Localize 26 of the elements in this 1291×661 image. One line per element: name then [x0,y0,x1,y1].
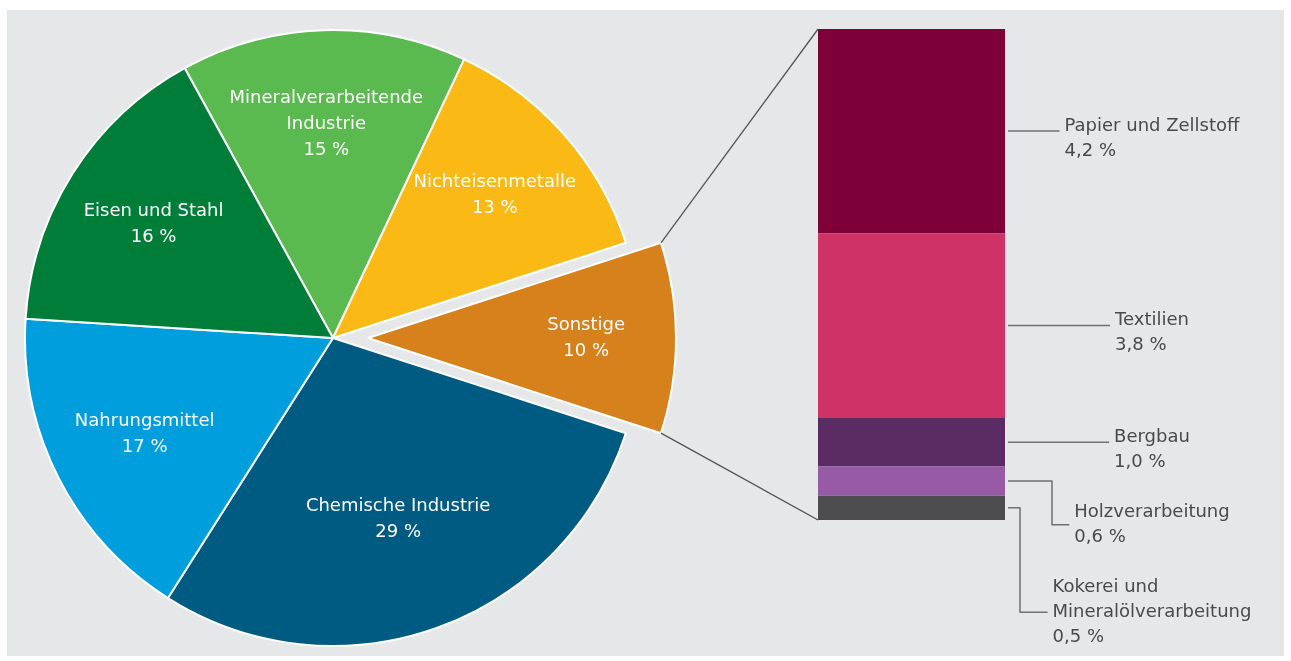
slice-label: Sonstige [547,312,626,334]
slice-label: Nahrungsmittel [74,408,215,430]
slice-label: Eisen und Stahl [83,198,224,220]
slice-label: Nichteisenmetalle [413,170,577,192]
data-label: 15 % [303,138,350,160]
slice-label: Mineralverarbeitende Industrie [229,86,424,134]
data-label: 29 % [375,519,422,541]
data-label: 3,8 % [1115,333,1167,355]
data-label: 0,5 % [1052,624,1105,646]
bar [818,29,1005,234]
text: Textilien [1114,308,1189,330]
text: Papier und Zellstoff [1064,113,1241,135]
bar [818,233,1005,418]
bar [818,417,1005,467]
data-label: 0,6 % [1074,524,1126,546]
data-label: 16 % [130,224,177,246]
text: Kokerei und Mineralölverarbeitung [1052,574,1252,621]
data-label: 10 % [563,338,609,360]
data-label: 1,0 % [1114,449,1166,471]
data-label: 17 % [121,434,168,456]
slice-label: Chemische Industrie [305,493,491,515]
bar [818,466,1005,496]
data-label: 4,2 % [1064,138,1116,160]
text: Holzverarbeitung [1074,499,1230,521]
text: Bergbau [1114,424,1190,446]
data-label: 13 % [471,196,518,218]
